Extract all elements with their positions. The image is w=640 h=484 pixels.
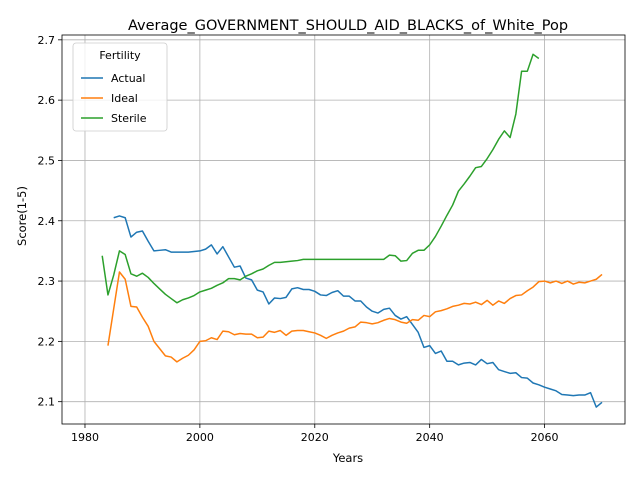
y-axis-label: Score(1-5)	[15, 186, 29, 246]
axes: 1980 2000 2020 2040 2060 2.1 2.2 2.3 2.4 2.5 2.6 2.…	[38, 34, 626, 444]
series-line-sterile	[101, 53, 540, 304]
x-tick-label: 1980	[71, 431, 99, 444]
plot-frame	[61, 34, 626, 425]
y-tick-label: 2.5	[38, 154, 56, 167]
legend: Fertility Actual Ideal Sterile	[72, 42, 168, 132]
gridlines	[62, 35, 625, 424]
legend-title: Fertility	[99, 49, 141, 62]
y-tick-label: 2.6	[38, 94, 56, 107]
series-lines	[101, 53, 603, 408]
y-tick-label: 2.2	[38, 335, 56, 348]
x-tick-label: 2060	[531, 431, 559, 444]
x-tick-label: 2000	[186, 431, 214, 444]
x-tick-label: 2020	[301, 431, 329, 444]
legend-box	[72, 42, 168, 132]
x-axis-label: Years	[332, 451, 363, 465]
legend-label-actual: Actual	[111, 72, 145, 85]
y-tick-label: 2.1	[38, 396, 56, 409]
x-tick-label: 2040	[416, 431, 444, 444]
series-line-actual	[113, 215, 603, 408]
y-tick-label: 2.7	[38, 34, 56, 47]
series-line-ideal	[107, 271, 603, 363]
legend-label-ideal: Ideal	[111, 92, 138, 105]
y-tick-label: 2.3	[38, 275, 56, 288]
chart-title: Average_GOVERNMENT_SHOULD_AID_BLACKS_of_…	[128, 18, 568, 34]
y-tick-label: 2.4	[38, 215, 56, 228]
legend-label-sterile: Sterile	[111, 112, 147, 125]
